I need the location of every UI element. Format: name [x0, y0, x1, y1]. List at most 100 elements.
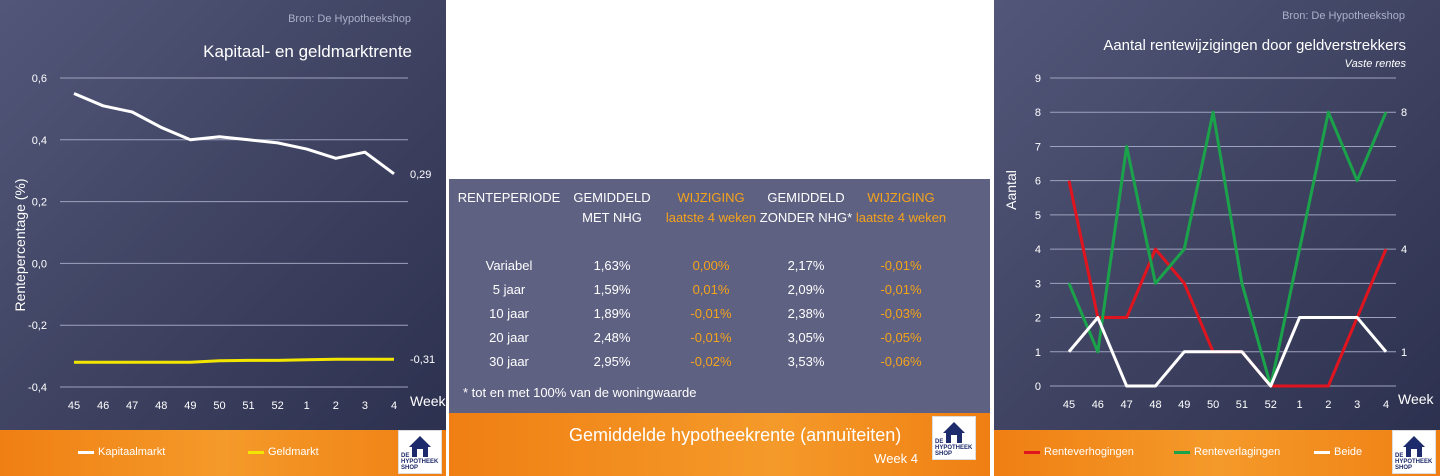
th-wijziging-1: WIJZIGING: [677, 189, 745, 205]
table-cell: 2,38%: [787, 305, 825, 321]
series-line-beide: [1067, 316, 1388, 388]
table-week: Week 4: [874, 451, 918, 466]
x-tick-label: 45: [1063, 399, 1075, 411]
table-title: Gemiddelde hypotheekrente (annuïteiten): [569, 425, 902, 445]
y-tick-label: 6: [1035, 176, 1041, 188]
house-icon: [409, 436, 431, 457]
series-line-kapitaalmarkt: [73, 92, 395, 175]
logo-right: DE HYPOTHEEK SHOP: [1392, 430, 1436, 474]
x-tick-label: 3: [1354, 399, 1360, 411]
x-tick-label: 4: [1383, 399, 1389, 411]
x-tick-label: 48: [155, 400, 167, 412]
y-axis-title: Aantal: [1003, 170, 1019, 210]
table-cell: 2,48%: [593, 329, 631, 345]
th-wijziging-2: WIJZIGING: [867, 189, 935, 205]
table-footnote: * tot en met 100% van de woningwaarde: [463, 385, 697, 400]
x-tick-label: 47: [126, 400, 138, 412]
row-label: Variabel: [485, 257, 533, 273]
th-laatste-4-weken-2: laatste 4 weken: [855, 209, 947, 225]
logo-text-right: DE HYPOTHEEK SHOP: [1395, 453, 1433, 471]
table-spacer: [457, 227, 949, 253]
logo-middle: DE HYPOTHEEK SHOP: [932, 416, 976, 460]
y-tick-label: 7: [1035, 141, 1041, 153]
th-renteperiode: RENTEPERIODE: [457, 189, 561, 205]
legend-beide: Beide: [1314, 446, 1362, 458]
legend-swatch-verlaging: [1174, 450, 1190, 454]
y-tick-label: 0,2: [32, 197, 47, 209]
end-label-geld: -0,31: [410, 354, 435, 366]
series-line-geldmarkt: [74, 357, 394, 364]
left-chart-panel: Bron: De Hypotheekshop Kapitaal- en geld…: [0, 0, 446, 430]
legend-swatch-geld: [248, 450, 264, 454]
th-gem-met-nhg: GEMIDDELD: [573, 189, 651, 205]
right-chart-title: Aantal rentewijzigingen door geldverstre…: [1103, 37, 1406, 54]
table-cell: 0,01%: [692, 281, 730, 297]
y-tick-label: 0,4: [32, 135, 47, 147]
table-cell: 2,95%: [593, 353, 631, 369]
left-source-label: Bron: De Hypotheekshop: [288, 13, 411, 25]
x-axis-title: Week: [410, 393, 446, 409]
y-tick-label: 2: [1035, 313, 1041, 325]
x-tick-label: 1: [1296, 399, 1302, 411]
right-source-label: Bron: De Hypotheekshop: [1282, 10, 1405, 22]
x-tick-label: 1: [304, 400, 310, 412]
table-cell: -0,01%: [690, 305, 732, 321]
y-tick-label: -0,4: [28, 382, 47, 394]
rate-table-panel: RENTEPERIODE GEMIDDELD WIJZIGING GEMIDDE…: [449, 179, 990, 413]
logo-left: DE HYPOTHEEK SHOP: [398, 430, 442, 474]
y-tick-label: 5: [1035, 210, 1041, 222]
x-tick-label: 52: [1265, 399, 1277, 411]
legend-swatch-verhoging: [1024, 450, 1040, 454]
th-renteperiode-sub: [457, 207, 561, 227]
house-icon: [1403, 436, 1425, 457]
table-title-bar: Gemiddelde hypotheekrente (annuïteiten) …: [449, 413, 990, 476]
th-gem-zonder-nhg: GEMIDDELD: [767, 189, 845, 205]
y-tick-label: 0: [1035, 381, 1041, 393]
table-cell: 2,09%: [787, 281, 825, 297]
y-tick-label: 1: [1035, 347, 1041, 359]
left-chart-svg: 0,6 0,4 0,2 0,0 -0,2 -0,4 45 46 47 48 49 50 51 52 1 2 3 4…: [12, 73, 446, 412]
table-cell: -0,01%: [880, 257, 922, 273]
table-cell: 3,05%: [787, 329, 825, 345]
logo-text-middle: DE HYPOTHEEK SHOP: [935, 439, 973, 457]
legend-renteverhogingen: Renteverhogingen: [1024, 446, 1134, 458]
logo-text-left: DE HYPOTHEEK SHOP: [401, 453, 439, 471]
x-tick-label: 46: [1092, 399, 1104, 411]
right-axis-label: 1: [1401, 347, 1407, 359]
y-tick-label: 3: [1035, 278, 1041, 290]
legend-swatch-beide: [1314, 450, 1330, 454]
table-row: 10 jaar 1,89% -0,01% 2,38% -0,03%: [457, 301, 949, 325]
y-tick-label: 9: [1035, 73, 1041, 85]
row-label: 30 jaar: [489, 353, 529, 369]
x-tick-label: 50: [1207, 399, 1219, 411]
house-icon: [943, 422, 965, 443]
table-cell: -0,03%: [880, 305, 922, 321]
th-laatste-4-weken-1: laatste 4 weken: [665, 209, 757, 225]
table-cell: -0,05%: [880, 329, 922, 345]
legend-label-verhoging: Renteverhogingen: [1044, 446, 1134, 458]
th-met-nhg-sub: MET NHG: [582, 209, 642, 225]
table-cell: -0,01%: [690, 329, 732, 345]
right-chart-panel: Bron: De Hypotheekshop Aantal rentewijzi…: [994, 0, 1440, 430]
x-tick-label: 48: [1149, 399, 1161, 411]
table-cell: -0,02%: [690, 353, 732, 369]
right-axis-label: 4: [1401, 244, 1407, 256]
table-cell: 0,00%: [692, 257, 730, 273]
x-tick-label: 2: [333, 400, 339, 412]
x-tick-label: 3: [362, 400, 368, 412]
row-label: 20 jaar: [489, 329, 529, 345]
x-tick-label: 4: [391, 400, 397, 412]
legend-geldmarkt: Geldmarkt: [248, 446, 319, 458]
legend-kapitaalmarkt: Kapitaalmarkt: [78, 446, 165, 458]
y-tick-label: 0,6: [32, 73, 47, 85]
table-cell: 3,53%: [787, 353, 825, 369]
x-tick-label: 50: [213, 400, 225, 412]
table-cell: 1,59%: [593, 281, 631, 297]
x-tick-label: 51: [242, 400, 254, 412]
legend-label-verlaging: Renteverlagingen: [1194, 446, 1281, 458]
x-axis-title: Week: [1398, 391, 1435, 407]
table-row: 20 jaar 2,48% -0,01% 3,05% -0,05%: [457, 325, 949, 349]
x-tick-label: 49: [1178, 399, 1190, 411]
x-tick-label: 49: [184, 400, 196, 412]
